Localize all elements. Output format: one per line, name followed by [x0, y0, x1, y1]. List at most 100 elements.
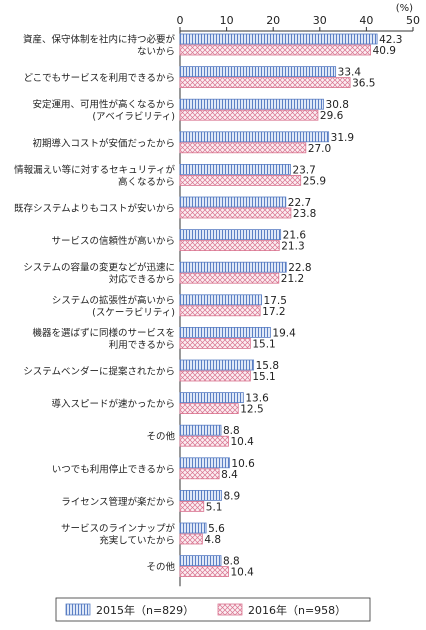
bar-2016 [179, 468, 220, 480]
category-label: (スケーラビリティ) [92, 307, 175, 318]
bar-2016 [179, 240, 280, 252]
bar-2015 [179, 66, 337, 77]
data-label: 5.6 [208, 523, 225, 535]
x-tick-label: 10 [220, 14, 234, 27]
data-label: 10.4 [230, 436, 254, 448]
data-label: 15.1 [252, 371, 275, 383]
bar-2016 [179, 109, 319, 121]
data-label: 23.7 [292, 164, 315, 176]
bar-2015 [179, 359, 255, 371]
data-label: 30.8 [326, 99, 349, 111]
category-label: 高くなるから [118, 176, 175, 188]
legend-swatch [65, 603, 91, 616]
category-label: 情報漏えい等に対するセキュリティが [14, 164, 175, 176]
category-label: その他 [146, 431, 175, 443]
category-label: 機器を選ばずに同様のサービスを [32, 327, 175, 339]
bar-2015 [179, 196, 287, 208]
category-label: 既存システムよりもコストが安いから [14, 203, 175, 215]
category-label: 初期導入コストが安価だったから [32, 137, 175, 149]
category-label: 安定運用、可用性が高くなるから [32, 99, 175, 111]
bar-2015 [179, 33, 378, 45]
data-label: 4.8 [204, 534, 221, 546]
category-label: サービスの信頼性が高いから [51, 235, 175, 247]
category-label: どこでもサービスを利用できるから [23, 72, 175, 84]
data-label: 42.3 [379, 34, 402, 46]
data-label: 13.6 [245, 393, 269, 405]
data-label: 22.8 [288, 262, 311, 274]
x-tick-label: 30 [313, 14, 327, 27]
bar-2016 [179, 435, 229, 447]
data-label: 17.2 [262, 306, 285, 318]
bar-2015 [179, 424, 222, 436]
bar-2016 [179, 77, 351, 88]
bar-2016 [179, 403, 239, 415]
bar-2016 [179, 142, 307, 154]
bar-2015 [179, 457, 230, 469]
data-label: 29.6 [320, 110, 344, 122]
data-label: 15.1 [252, 338, 275, 350]
data-label: 10.6 [231, 458, 255, 470]
category-label: サービスのラインナップが [61, 523, 176, 535]
data-label: 8.4 [221, 469, 238, 481]
bar-2015 [179, 522, 207, 534]
bar-2016 [179, 500, 205, 512]
category-label: (アベイラビリティ) [92, 112, 175, 123]
bar-2015 [179, 392, 244, 404]
data-label: 17.5 [264, 295, 287, 307]
bar-2015 [179, 261, 287, 273]
bars [179, 33, 378, 577]
bar-2016 [179, 566, 229, 577]
data-label: 10.4 [230, 567, 254, 579]
category-labels: 資産、保守体制を社内に持つ必要がないからどこでもサービスを利用できるから安定運用… [14, 34, 176, 574]
data-label: 12.5 [240, 404, 263, 416]
bar-2016 [179, 305, 261, 317]
x-axis: 0 10 20 30 40 50(%) [177, 3, 420, 587]
data-label: 36.5 [352, 78, 375, 90]
bar-2016 [179, 370, 251, 382]
x-tick-label: 20 [266, 14, 280, 27]
bar-2015 [179, 163, 291, 175]
category-label: その他 [146, 561, 175, 573]
bar-2016 [179, 337, 251, 349]
category-label: 資産、保守体制を社内に持つ必要が [23, 34, 176, 46]
category-label: システムの容量の変更などが迅速に [23, 262, 175, 274]
bar-2015 [179, 326, 271, 338]
category-label: システムベンダーに提案されたから [23, 366, 175, 378]
data-label: 33.4 [338, 67, 362, 79]
legend-label: 2016年（n=958） [248, 603, 346, 617]
data-label: 23.8 [293, 208, 316, 220]
bar-2016 [179, 174, 302, 186]
bar-2016 [179, 207, 292, 219]
bar-2015 [179, 131, 330, 143]
bar-2015 [179, 98, 324, 110]
unit-label: (%) [396, 3, 413, 14]
data-label: 27.0 [308, 143, 331, 155]
data-label: 22.7 [288, 197, 311, 209]
bar-2016 [179, 44, 371, 56]
x-tick-label: 40 [359, 14, 373, 27]
legend-label: 2015年（n=829） [96, 603, 194, 617]
bar-2015 [179, 555, 222, 566]
category-label: 対応できるから [109, 274, 175, 286]
category-label: 充実していたから [99, 535, 175, 547]
bar-2015 [179, 229, 282, 241]
data-label: 15.8 [256, 360, 279, 372]
data-label: 19.4 [272, 327, 296, 339]
data-label: 8.9 [223, 490, 240, 502]
data-label: 8.8 [223, 425, 240, 437]
data-label: 21.6 [283, 230, 307, 242]
legend-swatch [217, 603, 243, 616]
category-label: いつでも利用停止できるから [52, 463, 175, 475]
data-label: 21.3 [281, 241, 304, 253]
category-label: システムの拡張性が高いから [52, 294, 175, 306]
data-label: 8.8 [223, 556, 240, 568]
x-tick-label: 0 [177, 14, 184, 27]
data-label: 31.9 [331, 132, 354, 144]
bar-2016 [179, 272, 280, 284]
data-label: 25.9 [303, 175, 326, 187]
data-label: 40.9 [373, 45, 396, 57]
x-tick-label: 50 [406, 14, 420, 27]
category-label: ライセンス管理が楽だから [61, 496, 175, 508]
bar-2016 [179, 533, 203, 545]
